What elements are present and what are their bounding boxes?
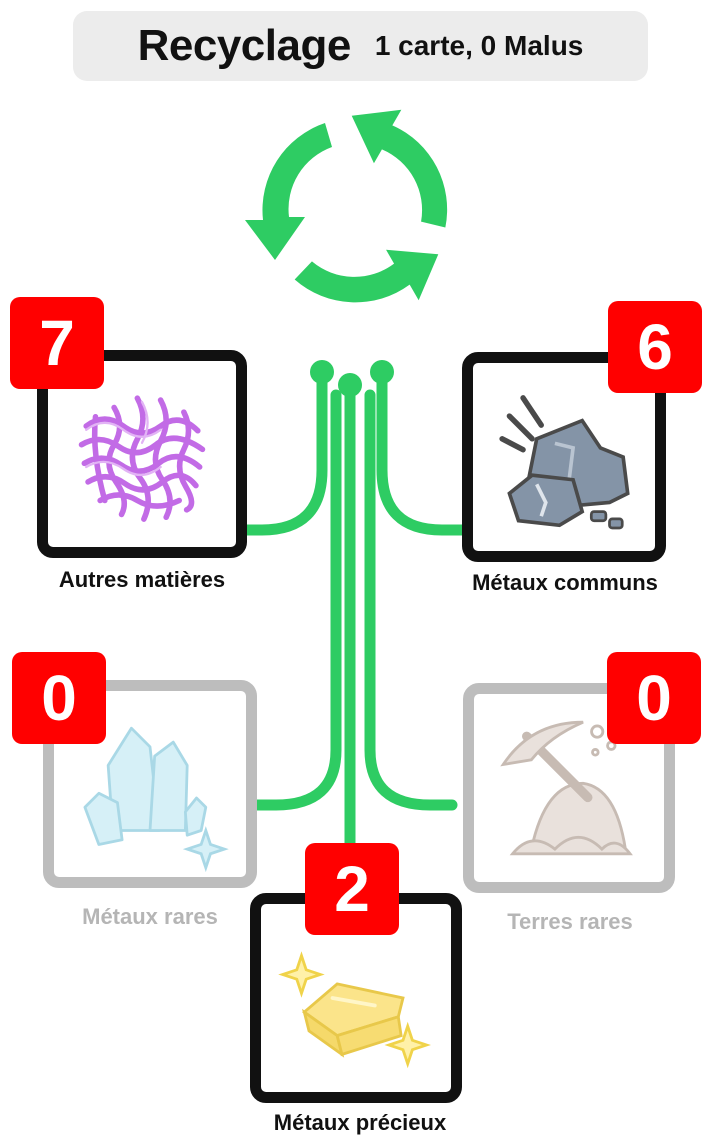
page-subtitle: 1 carte, 0 Malus bbox=[374, 30, 584, 61]
resource-label: Métaux rares bbox=[82, 904, 218, 929]
header-bar: Recyclage 1 carte, 0 Malus bbox=[73, 11, 648, 81]
resource-card-metaux-communs[interactable] bbox=[462, 352, 666, 562]
rock-ore-icon bbox=[499, 395, 630, 530]
recycle-icon bbox=[245, 109, 448, 303]
crystal-icon bbox=[83, 726, 229, 873]
fiber-mesh-icon bbox=[78, 395, 206, 522]
count-badge: 6 bbox=[608, 301, 702, 393]
count-badge: 7 bbox=[10, 297, 104, 389]
count-badge: 0 bbox=[12, 652, 106, 744]
recycle-arrow-icon bbox=[351, 109, 448, 228]
resource-card-autres-matieres[interactable] bbox=[37, 350, 247, 558]
count-badge: 2 bbox=[305, 843, 399, 935]
resource-label: Métaux précieux bbox=[273, 1110, 447, 1135]
recycle-arrow-icon bbox=[245, 123, 332, 260]
resource-label: Métaux communs bbox=[472, 570, 658, 595]
gold-ingot-icon bbox=[278, 951, 431, 1069]
recycle-arrow-icon bbox=[294, 249, 439, 303]
page-title: Recyclage bbox=[137, 21, 352, 70]
resource-label: Autres matières bbox=[58, 567, 226, 592]
count-badge: 0 bbox=[607, 652, 701, 744]
resource-label: Terres rares bbox=[507, 909, 633, 934]
pickaxe-mound-icon bbox=[500, 720, 633, 856]
